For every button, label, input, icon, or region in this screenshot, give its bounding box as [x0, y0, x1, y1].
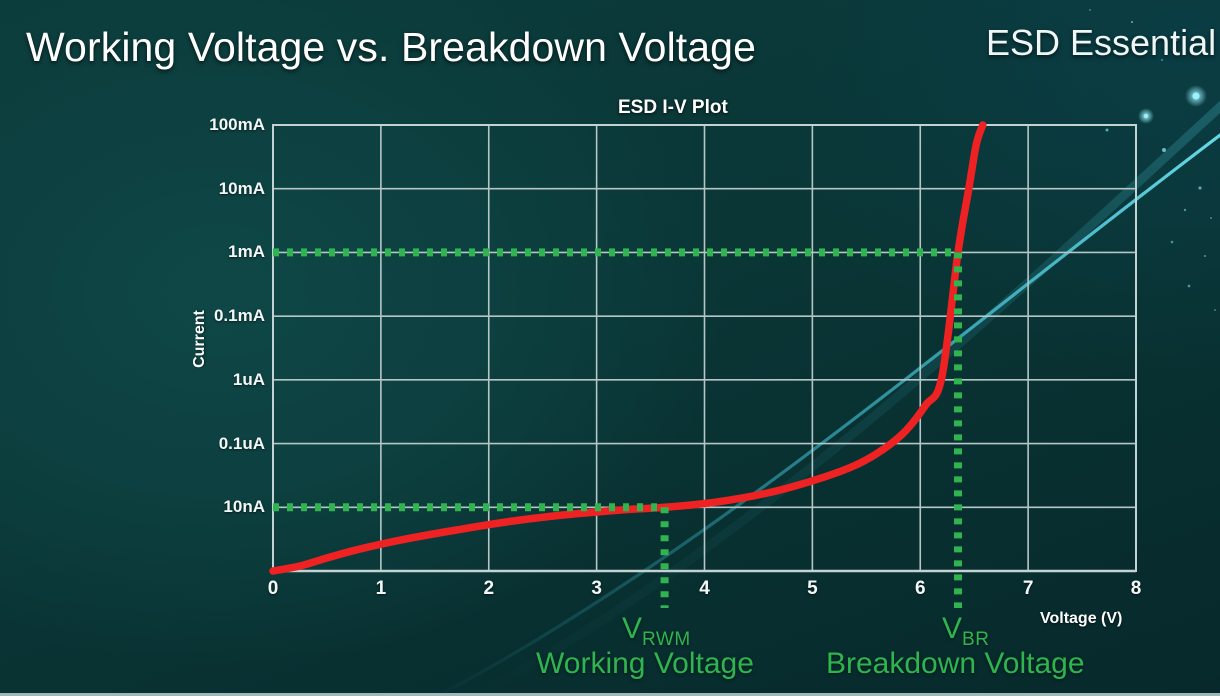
vbr-label: Breakdown Voltage: [826, 647, 1085, 680]
x-tick-label: 6: [914, 578, 926, 599]
x-tick-label: 0: [267, 578, 279, 599]
y-tick-label: 0.1mA: [213, 306, 265, 326]
brand-label: ESD Essential: [986, 22, 1217, 63]
vbr-symbol-main: V: [942, 612, 963, 645]
plot-frame: [272, 124, 1137, 572]
vrwm-symbol: VRWM: [622, 612, 691, 651]
x-tick-label: 7: [1022, 578, 1034, 599]
x-tick-label: 8: [1130, 578, 1142, 599]
x-axis-title: Voltage (V): [1040, 610, 1123, 627]
vertical-gridlines: [272, 125, 1137, 571]
vrwm-symbol-main: V: [622, 612, 643, 645]
horizontal-gridlines: [273, 124, 1136, 572]
iv-curve: [269, 121, 987, 575]
y-tick-label: 1uA: [232, 369, 265, 389]
page-title: Working Voltage vs. Breakdown Voltage: [26, 24, 756, 70]
y-tick-label: 0.1uA: [218, 433, 265, 453]
vrwm-symbol-sub: RWM: [642, 629, 691, 650]
vbr-symbol: VBR: [942, 612, 989, 651]
x-tick-label: 4: [699, 578, 710, 599]
x-tick-label: 2: [483, 578, 495, 599]
x-tick-label: 5: [807, 578, 818, 599]
y-tick-label: 1mA: [228, 242, 265, 262]
marker-guide-lines: [273, 248, 963, 608]
y-tick-label: 10nA: [223, 497, 265, 517]
vbr-symbol-sub: BR: [962, 629, 990, 650]
vrwm-label: Working Voltage: [536, 647, 754, 680]
x-tick-label: 3: [591, 578, 602, 599]
x-tick-label: 1: [375, 578, 387, 599]
chart-title: ESD I-V Plot: [618, 97, 728, 118]
y-tick-label: 10mA: [218, 178, 265, 198]
y-tick-label: 100mA: [209, 115, 265, 134]
